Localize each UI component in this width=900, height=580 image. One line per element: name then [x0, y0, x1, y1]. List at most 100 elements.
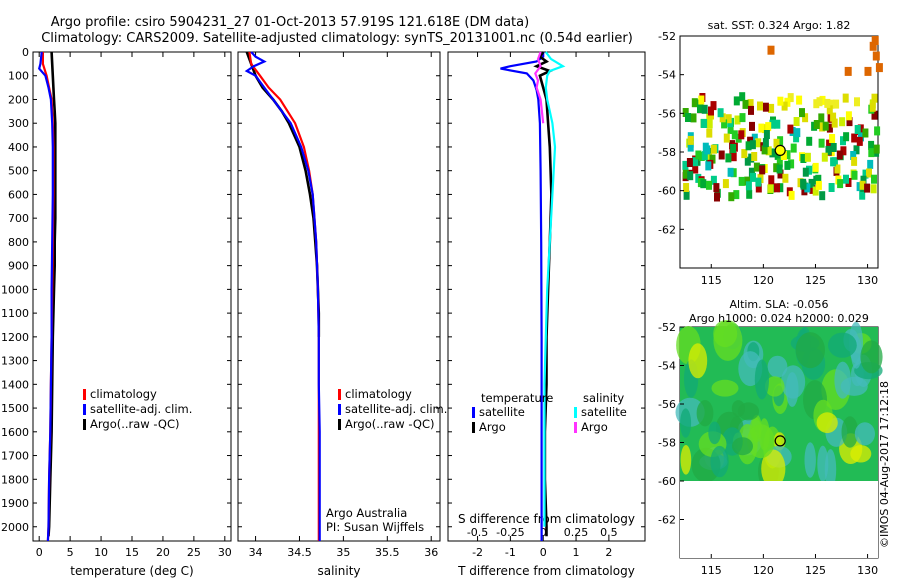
map-ytick-label: -56 — [658, 398, 676, 411]
sla-nodata — [680, 481, 878, 558]
sst-pixel — [683, 190, 690, 200]
sst-pixel — [830, 157, 837, 167]
sst-pixel — [843, 132, 850, 142]
sst-pixel — [874, 126, 881, 136]
sla-blob — [688, 343, 708, 379]
sst-pixel — [850, 151, 857, 160]
sst-pixel — [762, 102, 769, 112]
sst-pixel — [813, 120, 820, 129]
sst-pixel — [799, 108, 805, 118]
sst-pixel — [739, 113, 746, 123]
legend-label: Argo(..raw -QC) — [345, 417, 435, 431]
legend-swatch — [472, 407, 475, 418]
map-ytick-label: -52 — [658, 30, 676, 43]
sst-pixel — [733, 190, 740, 200]
map-xtick-label: 125 — [805, 564, 826, 577]
sst-pixel — [692, 157, 698, 167]
sst-pixel — [804, 183, 811, 193]
sst-pixel — [748, 105, 754, 115]
sst-pixel — [829, 134, 836, 143]
map-title-line2: Argo h1000: 0.024 h2000: 0.029 — [689, 312, 869, 325]
sst-pixel — [851, 133, 858, 143]
argo-position-marker — [774, 144, 786, 156]
map-xtick-label: 130 — [857, 564, 878, 577]
sst-pixel — [687, 142, 694, 152]
sst-pixel — [816, 97, 823, 107]
sla-blob — [804, 442, 816, 478]
legend-label: Argo(..raw -QC) — [90, 417, 180, 431]
sst-pixel — [822, 121, 829, 131]
salinity-xlabel: salinity — [317, 564, 360, 578]
depth-tick-label: 1200 — [1, 331, 29, 344]
sst-pixel — [854, 125, 861, 134]
map-ytick-label: -60 — [658, 475, 676, 488]
difference-xtick-label: 2 — [605, 546, 612, 559]
sst-pixel — [710, 101, 717, 111]
salinity-xtick-label: 36 — [424, 546, 438, 559]
sst-pixel — [705, 161, 712, 171]
sst-pixel — [722, 179, 729, 189]
depth-tick-label: 1500 — [1, 402, 29, 415]
sst-pixel — [691, 98, 698, 108]
sst-pixel — [812, 186, 819, 196]
sst-pixel — [749, 121, 755, 131]
sst-pixel — [868, 140, 875, 150]
sst-pixel — [875, 63, 883, 73]
sst-pixel — [751, 133, 758, 143]
sst-pixel — [866, 168, 872, 178]
legend-swatch — [83, 404, 86, 415]
sst-pixel — [719, 113, 726, 123]
sst-pixel — [777, 136, 784, 146]
sla-blob — [781, 365, 806, 399]
map-ytick-label: -62 — [658, 514, 676, 527]
sst-pixel — [851, 170, 858, 180]
sla-blob — [747, 424, 775, 459]
depth-tick-label: 600 — [8, 188, 29, 201]
sst-pixel — [746, 189, 753, 199]
annotation-line1: Argo Australia — [326, 506, 407, 520]
sla-blob — [754, 359, 770, 400]
credit-label: ©IMOS 04-Aug-2017 17:12:18 — [878, 381, 891, 548]
sst-pixel — [854, 97, 860, 107]
sla-blob — [841, 416, 859, 448]
sst-pixel — [762, 124, 768, 134]
legend-label: Argo — [479, 420, 506, 434]
sst-pixel — [806, 136, 813, 146]
sst-pixel — [781, 101, 788, 111]
series-argo — [47, 51, 57, 537]
legend-swatch — [338, 389, 341, 400]
sst-pixel — [755, 183, 762, 193]
sla-blob — [840, 376, 868, 396]
sst-pixel — [731, 130, 738, 140]
legend-swatch — [574, 422, 577, 433]
sst-pixel — [871, 174, 877, 184]
sst-pixel — [730, 144, 737, 153]
sst-pixel — [723, 133, 730, 143]
sst-pixel — [721, 119, 728, 129]
sst-pixel — [777, 169, 784, 179]
sst-pixel — [748, 167, 755, 177]
map-xtick-label: 115 — [701, 274, 722, 287]
legend-swatch — [574, 407, 577, 418]
legend-label: satellite — [581, 405, 627, 419]
temperature-xtick-label: 5 — [67, 546, 74, 559]
legend-swatch — [472, 422, 475, 433]
map-ytick-label: -60 — [658, 185, 676, 198]
sst-pixel — [730, 152, 737, 162]
legend-header-temperature: temperature — [481, 391, 553, 405]
sst-pixel — [769, 148, 776, 158]
depth-tick-label: 1300 — [1, 355, 29, 368]
sst-pixel — [821, 152, 828, 162]
sst-pixel — [762, 138, 769, 148]
depth-tick-label: 1700 — [1, 450, 29, 463]
depth-tick-label: 200 — [8, 93, 29, 106]
temperature-xtick-label: 10 — [94, 546, 108, 559]
sst-pixel — [755, 138, 762, 148]
sst-pixel — [708, 106, 714, 116]
sst-pixel — [825, 145, 832, 155]
sst-pixel — [701, 119, 708, 128]
sst-pixel — [818, 138, 825, 148]
sst-pixel — [828, 183, 835, 192]
sst-pixel — [776, 164, 783, 174]
